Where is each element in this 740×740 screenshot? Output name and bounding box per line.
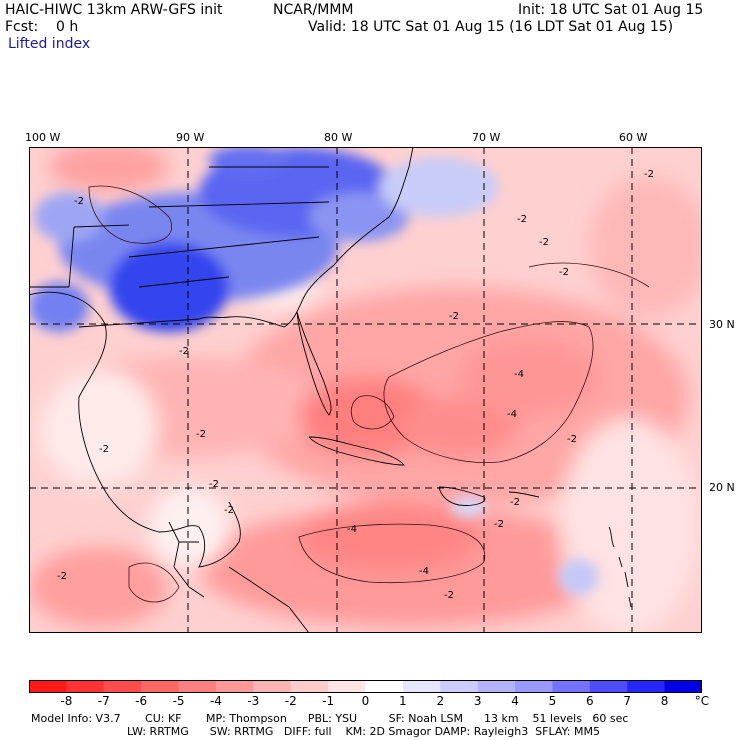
colorbar-tick-label: -4 (209, 694, 222, 708)
contour-label: -2 (559, 267, 569, 278)
field-shading-cold (29, 147, 599, 595)
colorbar-tick-label: -5 (172, 694, 185, 708)
contour-label: -2 (179, 346, 189, 357)
colorbar-swatch (290, 680, 329, 693)
colorbar-tick-label: -2 (284, 694, 297, 708)
colorbar-tick-label: -3 (247, 694, 260, 708)
colorbar-swatch (664, 680, 702, 693)
contour-label: -2 (209, 479, 219, 490)
colorbar-swatch (589, 680, 628, 693)
colorbar-unit: °C (694, 694, 710, 708)
colorbar-tick-label: 8 (660, 694, 669, 708)
model-info-line1: Model Info: V3.7 CU: KF MP: Thompson PBL… (31, 712, 629, 725)
colorbar-swatch (627, 680, 666, 693)
contour-label: -2 (567, 434, 577, 445)
colorbar-swatch (365, 680, 404, 693)
colorbar-tick-label: 1 (399, 694, 407, 708)
colorbar-tick-label: 2 (436, 694, 445, 708)
contour-label: -2 (57, 571, 67, 582)
colorbar-tick-label: -1 (322, 694, 335, 708)
colorbar-tick-label: 4 (511, 694, 519, 708)
contour-lines (88, 185, 650, 603)
contour-label: -4 (419, 566, 429, 577)
coastlines (29, 147, 632, 633)
colorbar-swatch (29, 680, 67, 693)
colorbar-tick-label: -7 (97, 694, 110, 708)
lifted-index-map: -2 -2 -2 -2 -2 -2 -2 -4 -4 -2 -2 -2 -2 -… (29, 147, 702, 633)
contour-label: -4 (507, 409, 517, 420)
colorbar-swatch (402, 680, 441, 693)
colorbar-swatch (66, 680, 105, 693)
contour-label: -4 (347, 524, 357, 535)
lat-lon-grid (29, 147, 702, 633)
field-shading-neutral (39, 267, 699, 633)
forecast-hour: Fcst: 0 h (5, 19, 79, 35)
colorbar-tick-label: 5 (548, 694, 557, 708)
colorbar-swatch (440, 680, 479, 693)
lat-label-20n: 20 N (709, 481, 735, 494)
colorbar-tick-label: -8 (60, 694, 73, 708)
colorbar (29, 680, 702, 693)
lon-label-60w: 60 W (619, 131, 648, 144)
lat-label-30n: 30 N (709, 318, 735, 331)
colorbar-tick-label: 0 (361, 694, 370, 708)
contour-label: -2 (224, 505, 234, 516)
org-label: NCAR/MMM (273, 2, 354, 18)
model-info-line2: LW: RRTMG SW: RRTMG DIFF: full KM: 2D Sm… (127, 725, 600, 738)
map-border (29, 147, 702, 633)
colorbar-swatch (253, 680, 292, 693)
contour-label: -2 (494, 519, 504, 530)
lon-label-70w: 70 W (472, 131, 501, 144)
colorbar-swatch (552, 680, 591, 693)
contour-label: -4 (514, 369, 524, 380)
colorbar-swatch (515, 680, 553, 693)
colorbar-tick-label: 6 (586, 694, 594, 708)
colorbar-swatch (178, 680, 217, 693)
field-shading-warm (29, 147, 702, 627)
contour-label: -2 (196, 429, 206, 440)
colorbar-tick-label: 7 (623, 694, 632, 708)
colorbar-swatch (141, 680, 180, 693)
lon-label-100w: 100 W (25, 131, 61, 144)
model-title: HAIC-HIWC 13km ARW-GFS init (5, 2, 223, 18)
contour-label: -2 (644, 169, 654, 180)
init-time: Init: 18 UTC Sat 01 Aug 15 (518, 2, 704, 18)
colorbar-swatch (477, 680, 516, 693)
colorbar-swatch (215, 680, 254, 693)
lon-label-90w: 90 W (176, 131, 205, 144)
contour-label: -2 (510, 497, 520, 508)
colorbar-swatch (328, 680, 366, 693)
lon-label-80w: 80 W (324, 131, 353, 144)
contour-label: -2 (449, 311, 459, 322)
contour-label: -2 (517, 214, 527, 225)
colorbar-tick-label: -6 (135, 694, 148, 708)
field-name: Lifted index (8, 36, 91, 52)
contour-label: -2 (74, 196, 84, 207)
contour-label: -2 (539, 237, 549, 248)
colorbar-swatch (103, 680, 142, 693)
colorbar-tick-label: 3 (473, 694, 482, 708)
valid-time: Valid: 18 UTC Sat 01 Aug 15 (16 LDT Sat … (308, 19, 674, 35)
contour-label: -2 (99, 444, 109, 455)
contour-label: -2 (444, 590, 454, 601)
